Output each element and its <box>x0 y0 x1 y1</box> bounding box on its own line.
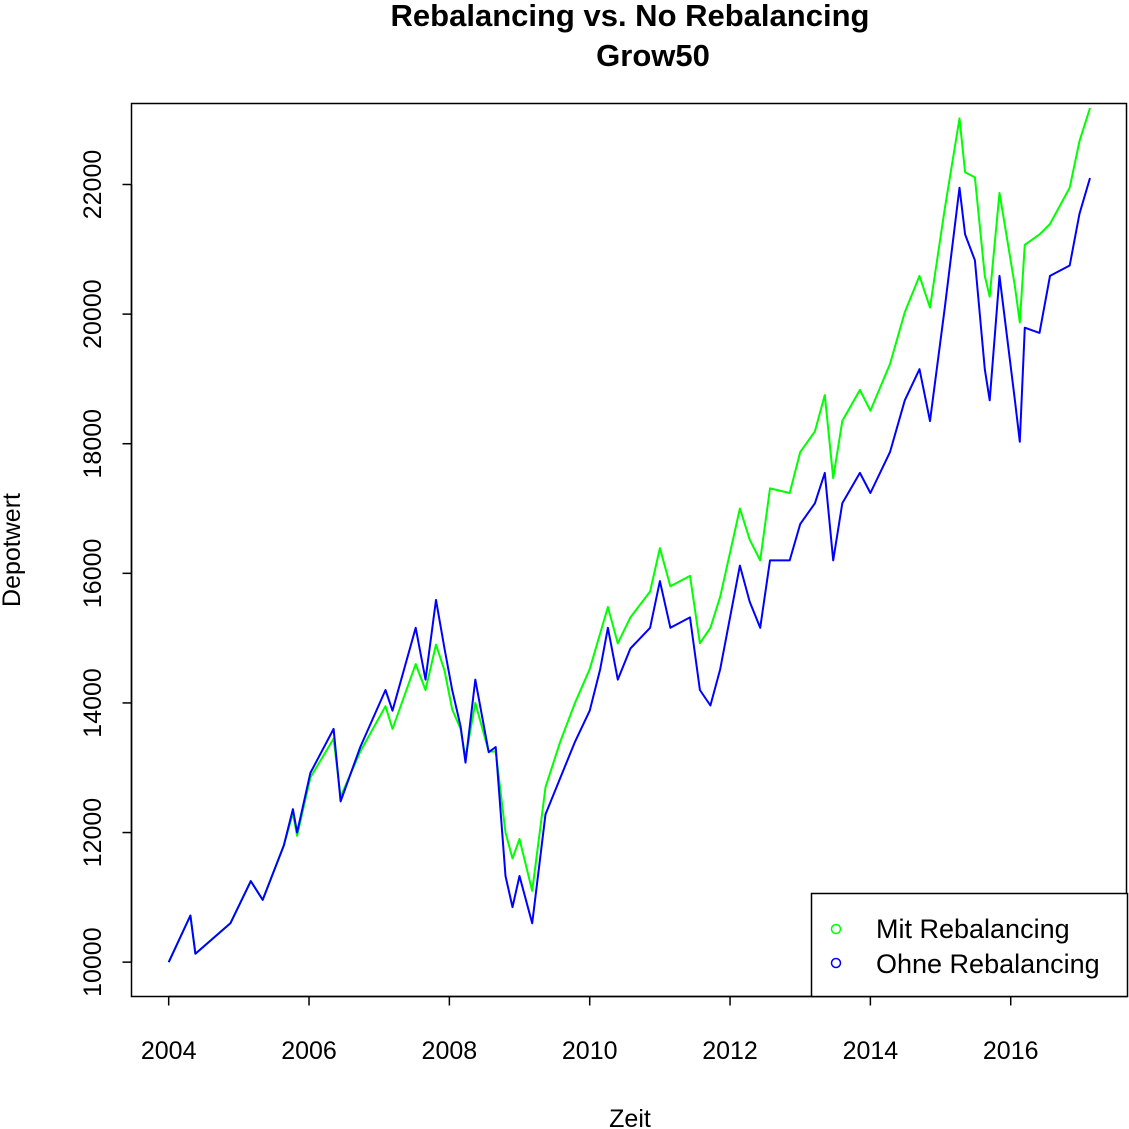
y-axis: 10000 12000 14000 16000 18000 20000 22000 <box>79 150 133 997</box>
y-tick-label: 22000 <box>79 150 107 220</box>
y-tick-label: 12000 <box>79 798 107 868</box>
series-line-mit-rebalancing <box>167 107 1091 963</box>
plot-frame <box>130 102 1128 998</box>
x-tick-label: 2006 <box>281 1037 337 1065</box>
legend-box <box>810 892 1129 998</box>
x-tick-label: 2008 <box>422 1037 478 1065</box>
x-tick-label: 2014 <box>843 1037 899 1065</box>
x-axis: 2004 2006 2008 2010 2012 2014 2016 <box>141 995 1039 1065</box>
x-tick-label: 2012 <box>702 1037 758 1065</box>
y-tick-label: 20000 <box>79 279 107 349</box>
y-tick-label: 18000 <box>79 409 107 479</box>
series-line-ohne-rebalancing <box>167 177 1091 963</box>
legend-marker-ohne-rebalancing <box>830 957 842 969</box>
y-tick-label: 14000 <box>79 668 107 738</box>
y-tick-label: 10000 <box>79 927 107 997</box>
x-tick-label: 2010 <box>562 1037 618 1065</box>
y-axis-label: Depotwert <box>0 493 26 607</box>
legend-label-mit-rebalancing: Mit Rebalancing <box>876 914 1070 944</box>
legend: Mit Rebalancing Ohne Rebalancing <box>810 892 1129 998</box>
series-lines <box>167 107 1091 963</box>
legend-label-ohne-rebalancing: Ohne Rebalancing <box>876 949 1100 979</box>
x-tick-label: 2004 <box>141 1037 197 1065</box>
x-tick-label: 2016 <box>983 1037 1039 1065</box>
chart-title: Rebalancing vs. No Rebalancing <box>391 0 870 33</box>
legend-marker-mit-rebalancing <box>830 923 842 935</box>
y-tick-label: 16000 <box>79 539 107 609</box>
chart-subtitle: Grow50 <box>596 38 710 73</box>
x-axis-label: Zeit <box>609 1105 651 1129</box>
